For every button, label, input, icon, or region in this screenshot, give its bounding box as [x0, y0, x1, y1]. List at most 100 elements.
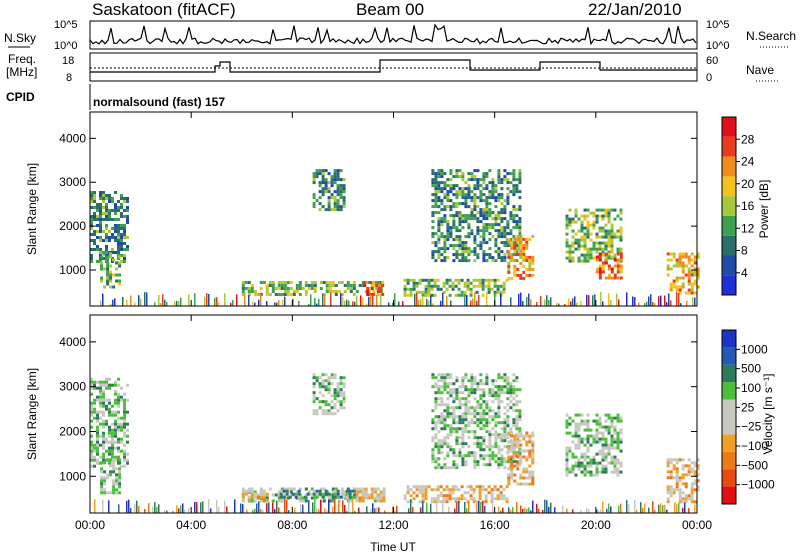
data-cell [464, 259, 468, 263]
data-cell [583, 452, 587, 456]
data-cell [515, 259, 519, 263]
data-cell [509, 259, 513, 263]
data-cell [613, 217, 617, 221]
data-cell [343, 490, 347, 494]
data-cell [522, 476, 526, 480]
data-cell [654, 509, 656, 513]
data-cell [424, 488, 428, 492]
data-cell [440, 451, 444, 455]
data-cell [288, 510, 290, 513]
data-cell [509, 214, 513, 218]
data-cell [115, 261, 119, 265]
data-cell [522, 246, 526, 250]
data-cell [473, 391, 477, 395]
data-cell [102, 239, 105, 242]
data-cell [102, 499, 104, 513]
data-cell [313, 284, 317, 287]
data-cell [491, 223, 495, 227]
data-cell [601, 264, 605, 268]
data-cell [488, 445, 492, 449]
data-cell [443, 421, 447, 425]
data-cell [126, 299, 128, 306]
data-cell [247, 487, 251, 491]
data-cell [681, 276, 685, 280]
data-cell [308, 303, 310, 306]
data-cell [123, 443, 126, 447]
data-cell [440, 208, 444, 212]
data-cell [583, 259, 587, 263]
data-cell [331, 284, 335, 287]
data-cell [321, 394, 325, 398]
data-cell [619, 247, 623, 251]
data-cell [452, 418, 456, 422]
velocity-cells [90, 373, 700, 513]
data-cell [516, 452, 520, 456]
data-cell [430, 295, 432, 306]
data-cell [342, 495, 346, 499]
data-cell [428, 300, 430, 306]
data-cell [355, 487, 359, 491]
data-cell [446, 223, 450, 227]
data-cell [464, 293, 466, 306]
data-cell [99, 248, 102, 251]
data-cell [440, 253, 444, 257]
data-cell [344, 300, 346, 306]
data-cell [562, 505, 564, 513]
data-cell [284, 499, 286, 513]
data-cell [123, 224, 126, 227]
data-cell [336, 385, 340, 389]
data-cell [446, 295, 448, 306]
data-cell [602, 501, 604, 513]
data-cell [485, 403, 489, 407]
data-cell [681, 255, 685, 259]
data-cell [503, 427, 507, 431]
data-cell [510, 509, 512, 513]
data-cell [278, 299, 280, 306]
data-cell [446, 199, 450, 203]
data-cell [376, 487, 380, 491]
data-cell [105, 197, 108, 200]
data-cell [531, 440, 535, 444]
data-cell [188, 294, 190, 306]
data-cell [108, 500, 110, 513]
data-cell [666, 497, 670, 501]
data-cell [108, 230, 111, 233]
data-cell [126, 500, 128, 513]
data-cell [448, 284, 452, 288]
data-cell [333, 489, 337, 493]
data-cell [519, 449, 523, 453]
data-region [403, 278, 509, 297]
data-cell [99, 230, 102, 233]
data-cell [494, 190, 498, 194]
colorbar-swatch [722, 215, 736, 236]
data-cell [320, 499, 322, 513]
data-cell [342, 187, 346, 191]
data-cell [571, 241, 575, 245]
data-cell [678, 288, 682, 292]
data-cell [452, 388, 456, 392]
data-cell [352, 493, 356, 497]
data-cell [446, 451, 450, 455]
data-region [595, 252, 623, 280]
data-cell [250, 284, 254, 287]
data-cell [96, 206, 99, 209]
data-cell [105, 383, 108, 387]
data-cell [437, 187, 441, 191]
data-cell [574, 425, 578, 429]
data-cell [342, 385, 346, 389]
data-cell [90, 206, 93, 209]
data-cell [522, 301, 524, 306]
data-cell [208, 499, 210, 513]
data-cell [114, 392, 117, 396]
data-cell [528, 482, 532, 486]
data-cell [604, 252, 608, 256]
data-cell [586, 294, 588, 306]
data-cell [363, 284, 367, 287]
data-cell [118, 470, 122, 474]
data-cell [451, 485, 455, 489]
colorbar-tick-label: −25 [741, 420, 762, 434]
data-cell [525, 431, 529, 435]
data-cell [452, 205, 456, 209]
data-cell [544, 299, 546, 306]
data-cell [565, 226, 569, 230]
